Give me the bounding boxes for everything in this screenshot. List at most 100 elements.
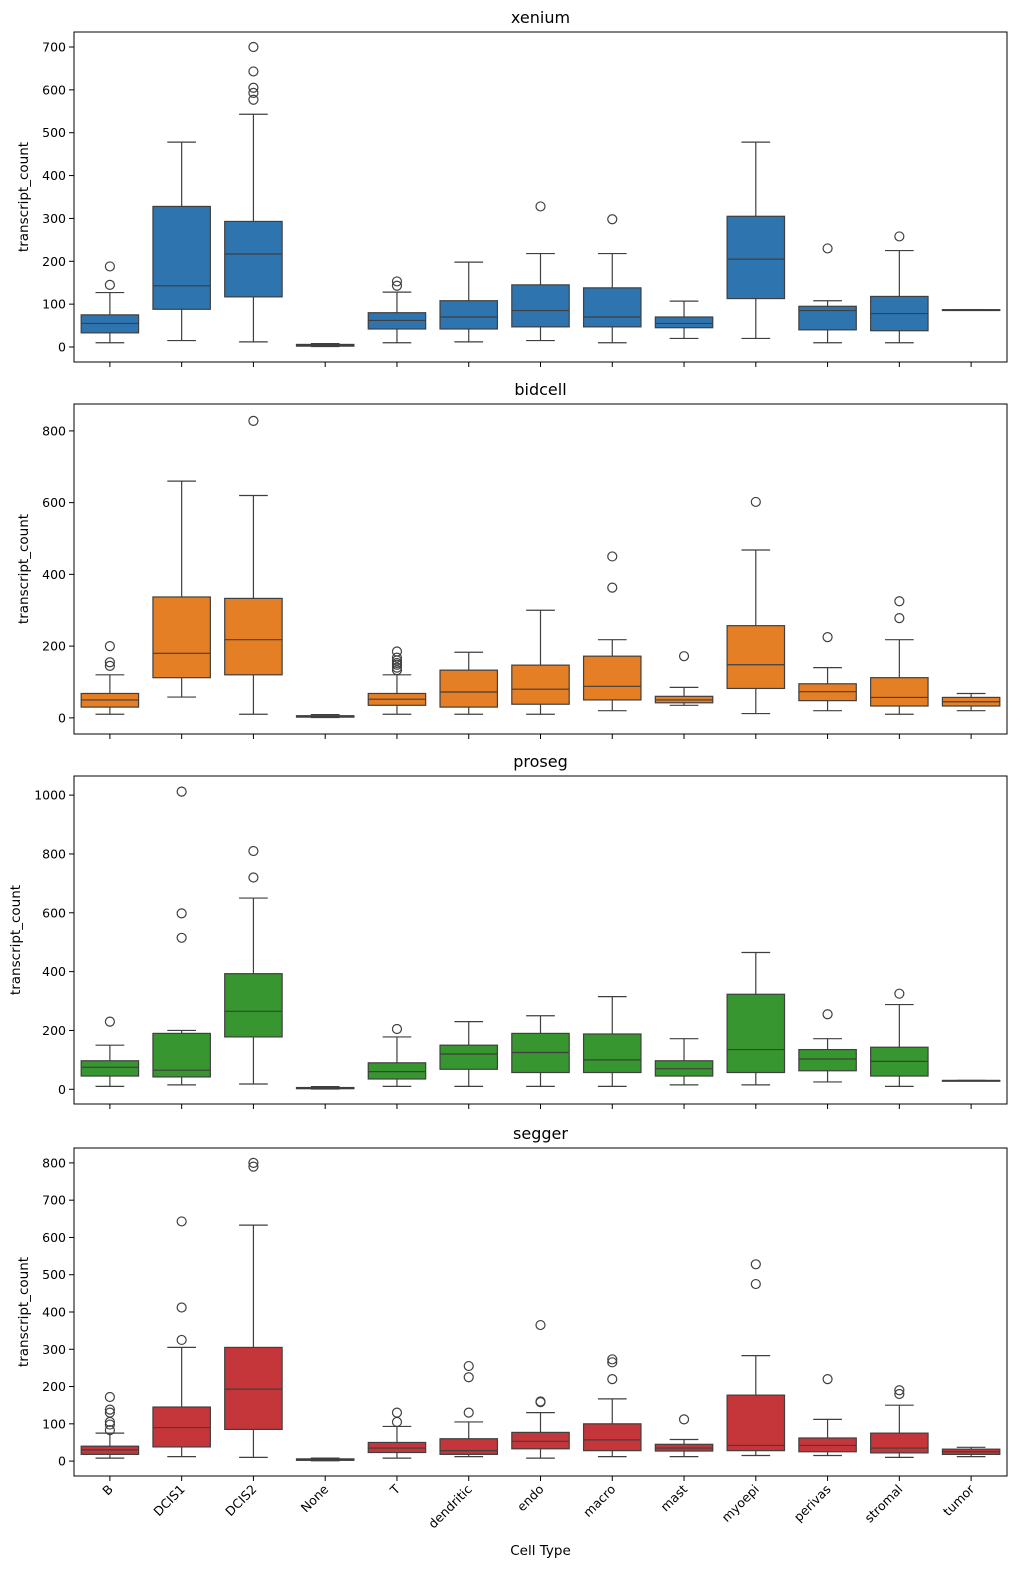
panel-1-box-DCIS2-iqr xyxy=(224,597,283,676)
panel-3-box-stromal-flier xyxy=(894,1385,905,1396)
panel-1-box-T-flier xyxy=(391,665,403,676)
panel-2-box-DCIS1-flier xyxy=(176,786,187,797)
panel-0-box-DCIS2-flier xyxy=(248,94,259,105)
panel-3-box-dendritic-flier xyxy=(463,1360,474,1372)
panel-1-box-T-flier xyxy=(391,657,403,669)
panel-2-box-B-flier xyxy=(104,1016,115,1027)
panel-0-box-DCIS2-iqr xyxy=(224,220,283,298)
panel-0-box-perivas-iqr xyxy=(798,305,857,331)
panel-3-box-dendritic-flier xyxy=(463,1372,474,1383)
panel-0-ytick-label: 400 xyxy=(42,168,66,183)
panel-0-box-DCIS2-flier xyxy=(248,82,259,93)
panel-3-ytick-label: 600 xyxy=(42,1230,66,1245)
panel-0-box-macro-iqr xyxy=(582,287,642,328)
panel-0-box-DCIS2-flier xyxy=(248,41,259,53)
panel-0-box-perivas-flier xyxy=(822,243,833,254)
x-tick-label-endo: endo xyxy=(514,1482,547,1515)
panel-3-ylabel: transcript_count xyxy=(16,1257,32,1367)
panel-0-box-DCIS2-flier xyxy=(248,87,259,98)
panel-1-frame xyxy=(73,403,1008,735)
panel-3-ytick-label: 100 xyxy=(42,1416,66,1431)
panel-3-box-T-flier xyxy=(391,1416,403,1428)
panel-0-box-myoepi-iqr xyxy=(726,215,786,300)
panel-1-box-myoepi-flier xyxy=(750,496,761,508)
panel-0-box-DCIS1-iqr xyxy=(152,205,211,310)
panel-2-frame xyxy=(73,775,1008,1105)
panel-3-box-perivas-flier xyxy=(822,1373,833,1385)
panel-0-box-endo-iqr xyxy=(511,284,570,328)
panel-3-box-stromal-iqr xyxy=(870,1432,929,1454)
x-axis-label: Cell Type xyxy=(510,1543,571,1559)
panel-3-title: segger xyxy=(513,1124,568,1143)
panel-2-ytick-label: 0 xyxy=(58,1082,66,1097)
panel-3-box-myoepi-flier xyxy=(750,1278,761,1290)
panel-1-box-stromal-flier xyxy=(894,613,905,624)
x-tick-label-mast: mast xyxy=(657,1481,690,1514)
panel-2-box-DCIS1-flier xyxy=(176,932,187,943)
panel-3-box-DCIS2-flier xyxy=(248,1161,259,1172)
panel-1-box-macro-iqr xyxy=(582,655,642,701)
panel-1-ytick-label: 600 xyxy=(42,495,66,510)
panel-2-box-DCIS2-flier xyxy=(248,872,259,883)
panel-2-box-perivas-flier xyxy=(822,1009,833,1020)
panel-0-box-B-flier xyxy=(104,279,115,290)
panel-1-box-endo-iqr xyxy=(511,664,570,705)
panel-3-box-B-flier xyxy=(104,1404,115,1415)
panel-1-box-DCIS2-flier xyxy=(248,415,259,426)
panel-0-box-dendritic-iqr xyxy=(439,300,499,330)
panel-3-box-stromal-flier xyxy=(894,1388,905,1400)
panel-3-ytick-label: 700 xyxy=(42,1193,66,1208)
panel-3-frame xyxy=(73,1147,1008,1477)
x-tick-label-B: B xyxy=(99,1482,116,1499)
panel-0-box-mast-iqr xyxy=(654,316,714,329)
panel-1-title: bidcell xyxy=(514,380,566,399)
panel-1-ytick-label: 400 xyxy=(42,567,66,582)
x-tick-label-macro: macro xyxy=(580,1482,618,1520)
panel-2-ytick-label: 800 xyxy=(42,846,66,861)
panel-3-box-B-flier xyxy=(104,1391,115,1403)
panel-3-box-B-flier xyxy=(104,1425,115,1436)
x-tick-label-myoepi: myoepi xyxy=(719,1482,762,1525)
panel-3-box-T-flier xyxy=(391,1407,403,1418)
panel-1-box-B-flier xyxy=(104,660,115,671)
panel-0-ytick-label: 300 xyxy=(42,211,66,226)
panel-3-box-endo-flier xyxy=(535,1319,546,1331)
panel-2-ytick-label: 1000 xyxy=(34,788,66,803)
panel-1-box-T-flier xyxy=(391,646,403,657)
panel-3-box-macro-flier xyxy=(607,1373,618,1385)
panel-3-box-DCIS1-flier xyxy=(176,1216,187,1227)
panel-3-ytick-label: 400 xyxy=(42,1305,66,1320)
panel-1-box-B-flier xyxy=(104,657,115,668)
panel-3-box-mast-flier xyxy=(678,1414,690,1425)
panel-3-ytick-label: 0 xyxy=(58,1454,66,1469)
panel-2-box-macro-iqr xyxy=(582,1033,642,1074)
panel-3-box-macro-flier xyxy=(607,1354,618,1365)
panel-0-box-endo-flier xyxy=(535,201,546,212)
panel-0-ytick-label: 100 xyxy=(42,297,66,312)
panel-1-ylabel: transcript_count xyxy=(16,514,32,624)
x-tick-label-DCIS2: DCIS2 xyxy=(222,1482,259,1519)
panel-3-box-DCIS1-flier xyxy=(176,1302,187,1313)
panel-3-box-DCIS2-flier xyxy=(248,1157,259,1169)
panel-1-box-mast-flier xyxy=(678,651,690,662)
panel-3-ytick-label: 200 xyxy=(42,1379,66,1394)
panel-0-box-T-flier xyxy=(391,280,403,291)
panel-3-box-DCIS1-flier xyxy=(176,1334,187,1346)
panel-2-box-DCIS2-flier xyxy=(248,845,259,857)
panel-1-box-macro-flier xyxy=(607,582,618,593)
panel-1-box-perivas-flier xyxy=(822,632,833,643)
panel-2-box-perivas-iqr xyxy=(798,1048,857,1072)
panel-2-ytick-label: 400 xyxy=(42,964,66,979)
panel-2-ylabel: transcript_count xyxy=(8,885,24,995)
panel-0-box-T-flier xyxy=(391,276,403,287)
x-tick-label-T: T xyxy=(386,1481,403,1498)
panel-3-box-DCIS2-iqr xyxy=(224,1346,283,1431)
panel-1-box-dendritic-iqr xyxy=(439,669,499,708)
panel-2-box-dendritic-iqr xyxy=(439,1044,499,1070)
x-tick-label-DCIS1: DCIS1 xyxy=(150,1482,187,1519)
panel-2-box-stromal-flier xyxy=(894,988,905,999)
panel-2-box-T-iqr xyxy=(367,1062,427,1080)
panel-2-box-B-iqr xyxy=(80,1060,140,1077)
x-tick-label-perivas: perivas xyxy=(791,1482,834,1525)
